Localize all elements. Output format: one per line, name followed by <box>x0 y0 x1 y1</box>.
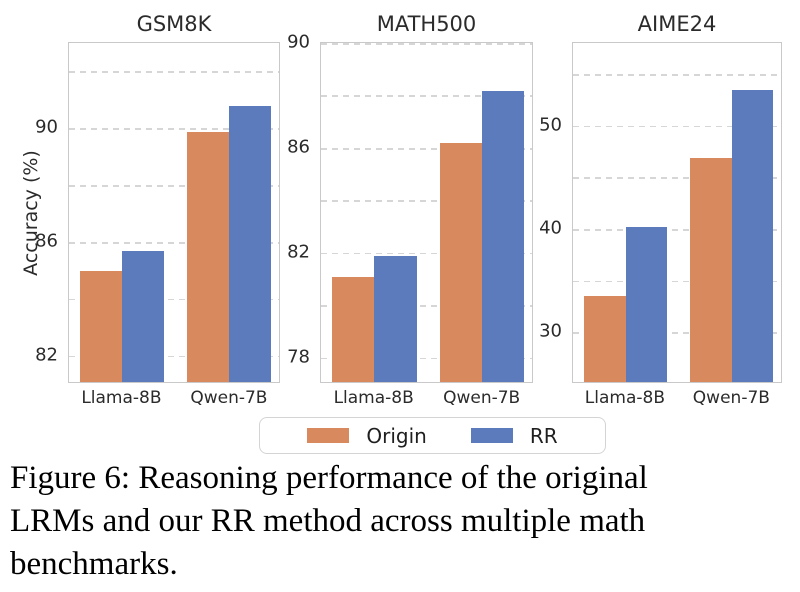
gridline-55 <box>573 74 781 76</box>
caption-line-2: LRMs and our RR method across multiple m… <box>10 503 646 539</box>
plot-area <box>68 42 280 383</box>
gridline-82 <box>321 252 532 255</box>
caption-line-3: benchmarks. <box>10 546 178 582</box>
y-tick-label: 90 <box>287 31 310 53</box>
x-tick-label: Llama-8B <box>333 388 414 408</box>
gridline-82 <box>69 355 279 358</box>
gridline-50 <box>573 125 781 128</box>
bar-origin-llama-8b <box>332 277 375 382</box>
bar-origin-llama-8b <box>80 271 123 382</box>
y-tick-label: 50 <box>539 114 562 136</box>
y-tick-label: 86 <box>287 136 310 158</box>
gridline-88 <box>69 185 279 187</box>
gridline-88 <box>321 95 532 98</box>
bar-rr-llama-8b <box>122 251 165 382</box>
chart-title: MATH500 <box>376 12 477 36</box>
legend-item-rr: RR <box>470 423 558 448</box>
bar-rr-llama-8b <box>374 256 417 382</box>
gridline-86 <box>321 147 532 150</box>
bar-rr-llama-8b <box>625 227 668 382</box>
y-tick-label: 82 <box>287 241 310 263</box>
legend-item-origin: Origin <box>307 423 427 448</box>
gridline-35 <box>573 280 781 283</box>
chart-title: AIME24 <box>637 12 717 36</box>
caption-line-1: Figure 6: Reasoning performance of the o… <box>10 460 648 496</box>
bar-rr-qwen-7b <box>731 89 774 382</box>
bar-origin-qwen-7b <box>439 143 482 382</box>
bar-origin-qwen-7b <box>187 131 230 382</box>
gridline-45 <box>573 177 781 179</box>
chart-title: GSM8K <box>136 12 212 36</box>
legend-label-rr: RR <box>529 423 558 448</box>
bar-rr-qwen-7b <box>481 90 524 382</box>
gridline-30 <box>573 332 781 334</box>
legend: Origin RR <box>259 417 606 454</box>
y-tick-label: 78 <box>287 346 310 368</box>
x-tick-label: Qwen-7B <box>443 388 521 408</box>
y-tick-label: 30 <box>539 320 562 342</box>
gridline-92 <box>69 71 279 73</box>
x-tick-label: Llama-8B <box>81 388 162 408</box>
figure-caption: Figure 6: Reasoning performance of the o… <box>10 457 796 586</box>
legend-swatch-origin <box>307 428 350 443</box>
x-tick-label: Qwen-7B <box>692 388 770 408</box>
y-tick-label: 82 <box>35 344 58 366</box>
y-tick-label: 86 <box>35 230 58 252</box>
gridline-78 <box>321 357 532 360</box>
plot-area <box>320 42 533 383</box>
gridline-80 <box>321 305 532 307</box>
x-tick-label: Llama-8B <box>584 388 666 408</box>
gridline-84 <box>321 200 532 202</box>
gridline-86 <box>69 241 279 244</box>
x-tick-label: Qwen-7B <box>190 388 268 408</box>
plot-area <box>572 42 782 383</box>
legend-label-origin: Origin <box>366 423 427 448</box>
bar-origin-llama-8b <box>584 296 626 382</box>
gridline-84 <box>69 298 279 301</box>
gridline-90 <box>321 43 532 45</box>
bar-rr-qwen-7b <box>229 106 272 382</box>
gridline-90 <box>69 128 279 130</box>
legend-swatch-rr <box>470 428 513 443</box>
gridline-40 <box>573 229 781 231</box>
y-tick-label: 90 <box>35 116 58 138</box>
bar-origin-qwen-7b <box>689 157 732 382</box>
y-tick-label: 40 <box>539 217 562 239</box>
